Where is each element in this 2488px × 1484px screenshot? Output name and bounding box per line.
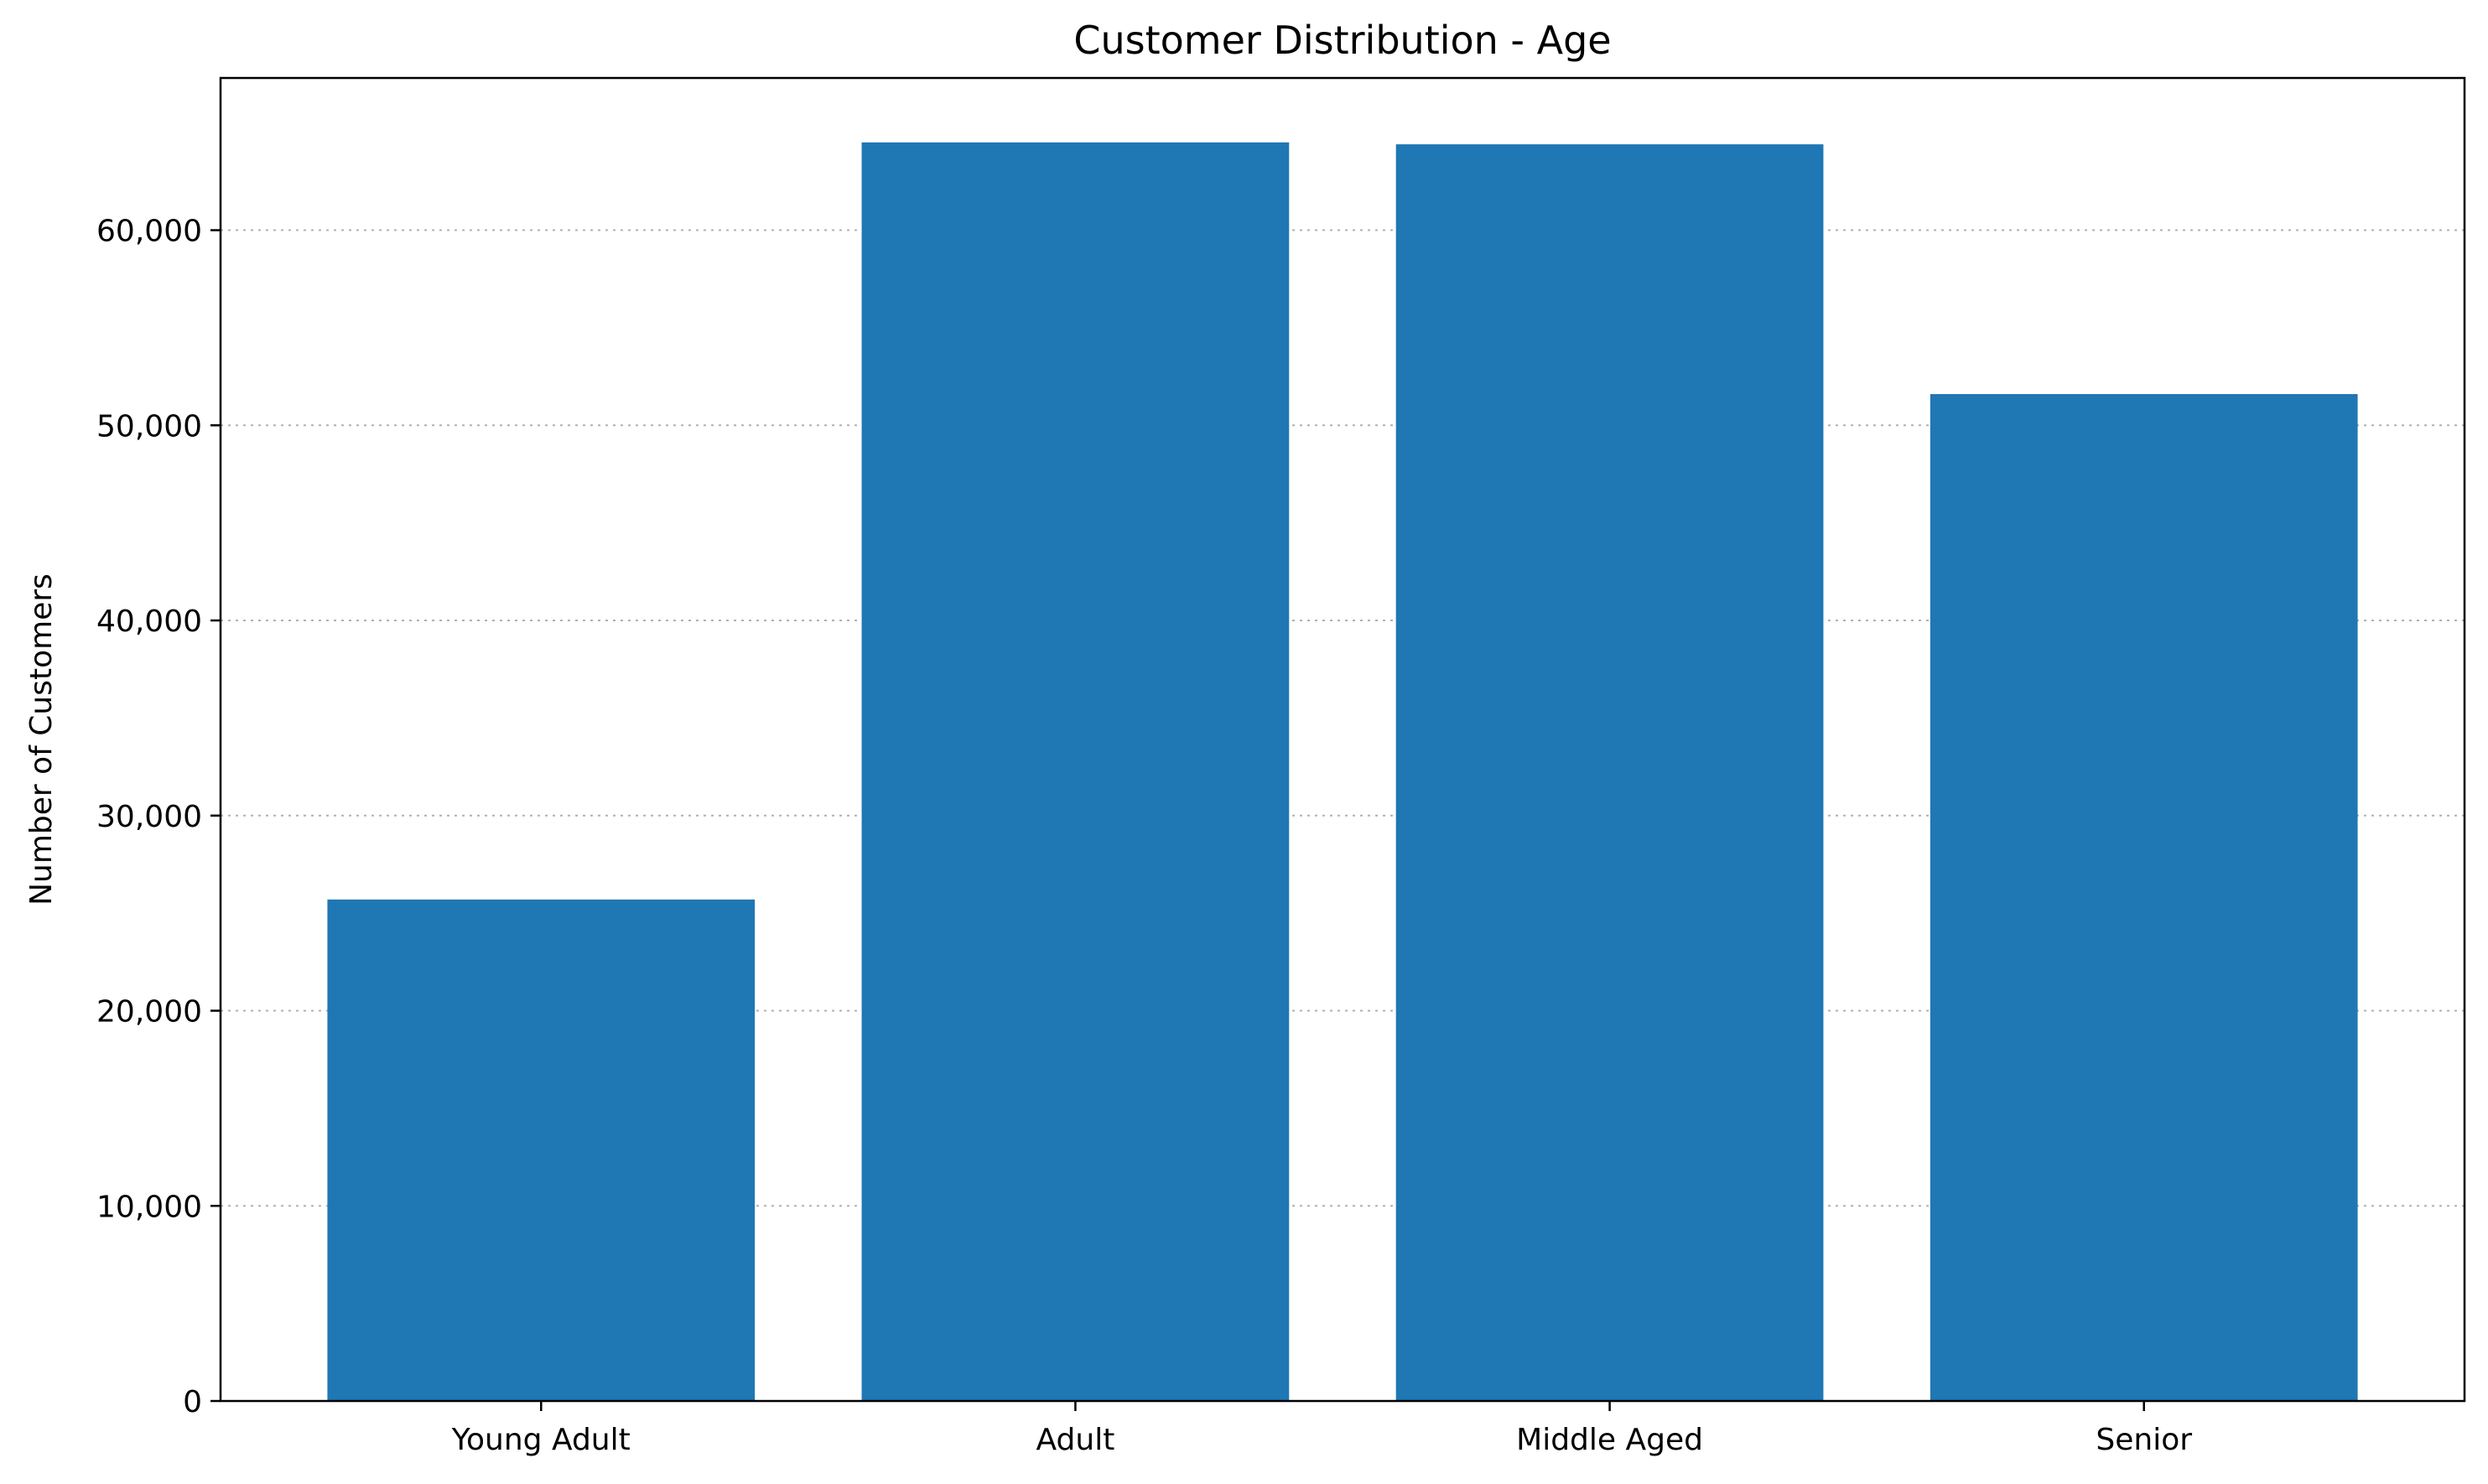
bar [861,142,1290,1402]
x-axis-ticks: Young Adult Adult Middle Aged Senior [451,1401,2192,1457]
y-tick-label: 30,000 [96,800,202,834]
plot-frame [219,76,2466,1403]
y-tick-label: 40,000 [96,604,202,639]
x-tick-label: Adult [1036,1423,1115,1457]
y-tick-label: 20,000 [96,995,202,1030]
y-axis-label: Number of Customers [24,573,59,905]
x-tick-label: Young Adult [451,1423,631,1457]
x-tick-label: Senior [2096,1423,2192,1457]
y-tick-label: 60,000 [96,215,202,249]
bars [327,142,2358,1402]
bar [1930,394,2358,1402]
bar [327,899,756,1401]
y-axis-ticks: 0 10,000 20,000 30,000 40,000 50,000 60,000 [96,215,221,1419]
chart-title: Customer Distribution - Age [1073,18,1611,63]
y-tick-label: 0 [183,1385,202,1419]
y-tick-label: 10,000 [96,1190,202,1224]
bar [1395,144,1824,1402]
y-tick-label: 50,000 [96,409,202,444]
x-tick-label: Middle Aged [1516,1423,1703,1457]
